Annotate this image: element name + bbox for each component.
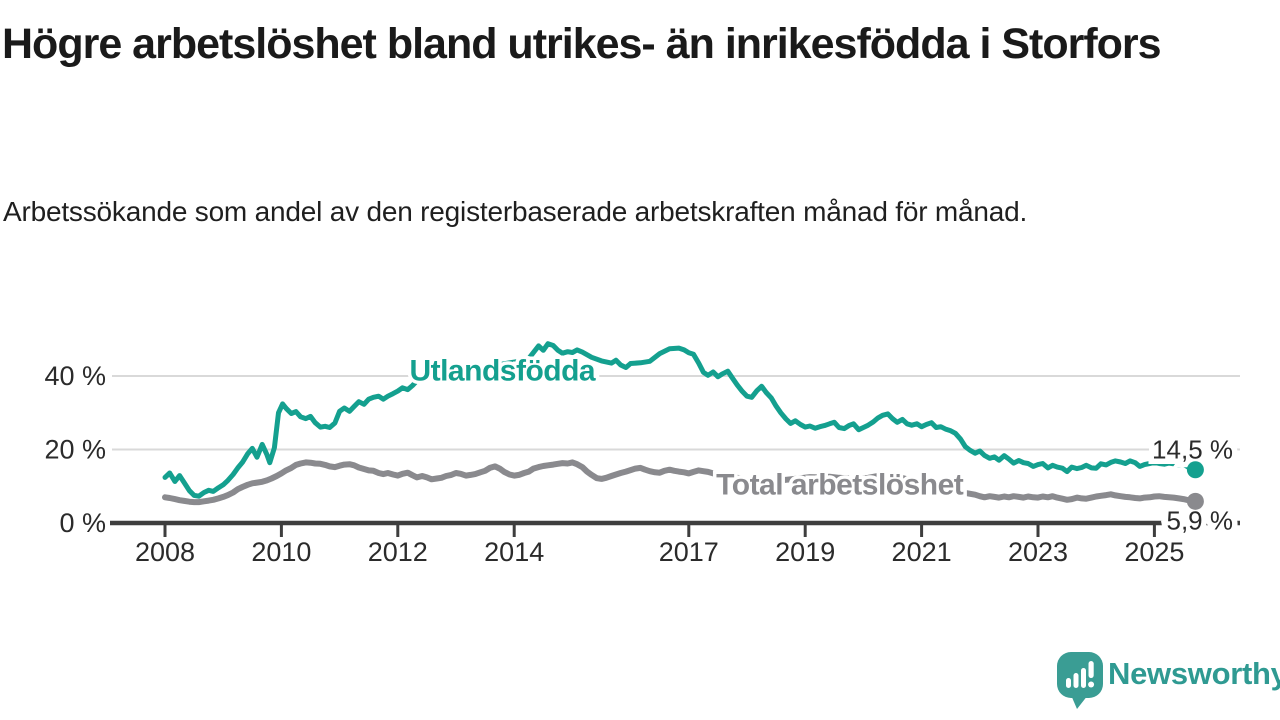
y-axis-tick-label: 0 % (59, 508, 106, 538)
logo-bar-icon (1073, 673, 1079, 688)
series-label-total-arbetsloshet: Total arbetslöshet (716, 469, 964, 502)
line-chart: 2008 2010 2012 2014 2017 2019 2021 2023 2025 0 % 2… (44, 341, 1240, 567)
logo-bubble (1057, 652, 1103, 698)
logo-bar-icon (1081, 668, 1086, 688)
y-axis-tick-label: 40 % (44, 361, 106, 391)
x-axis-tick-label: 2023 (1008, 537, 1068, 567)
logo-exclamation-icon (1088, 661, 1094, 678)
newsworthy-branding: Newsworthy (1054, 650, 1280, 712)
x-axis-tick-label: 2014 (484, 537, 544, 567)
series-line-total-arbetsloshet (162, 459, 1197, 506)
x-axis-tick-label: 2025 (1124, 537, 1184, 567)
x-axis-tick-label: 2017 (659, 537, 719, 567)
x-axis-tick-label: 2021 (892, 537, 952, 567)
series-label-utlandsfodda: Utlandsfödda (409, 355, 595, 388)
logo-bar-icon (1066, 678, 1071, 688)
x-axis-tick-label: 2019 (775, 537, 835, 567)
series-end-dot-total-arbetsloshet (1186, 492, 1204, 510)
newsworthy-wordmark: Newsworthy (1108, 656, 1280, 691)
x-axis-tick-label: 2008 (135, 537, 195, 567)
series-line-utlandsfodda (162, 341, 1196, 499)
newsworthy-logo-icon (1057, 652, 1103, 709)
logo-exclamation-dot (1088, 681, 1095, 688)
series-end-value-label-total-arbetsloshet: 5,9 % (1167, 505, 1234, 535)
logo-bubble-tail (1071, 695, 1088, 709)
chart-title: Högre arbetslöshet bland utrikes- än inr… (2, 20, 1162, 68)
y-axis-tick-label: 20 % (44, 435, 106, 465)
chart-subtitle: Arbetssökande som andel av den registerb… (3, 196, 1028, 227)
x-axis-tick-label: 2010 (251, 537, 311, 567)
series-end-value-label-utlandsfodda: 14,5 % (1152, 435, 1233, 465)
x-axis-tick-label: 2012 (368, 537, 428, 567)
series-end-dot-utlandsfodda (1186, 461, 1204, 479)
